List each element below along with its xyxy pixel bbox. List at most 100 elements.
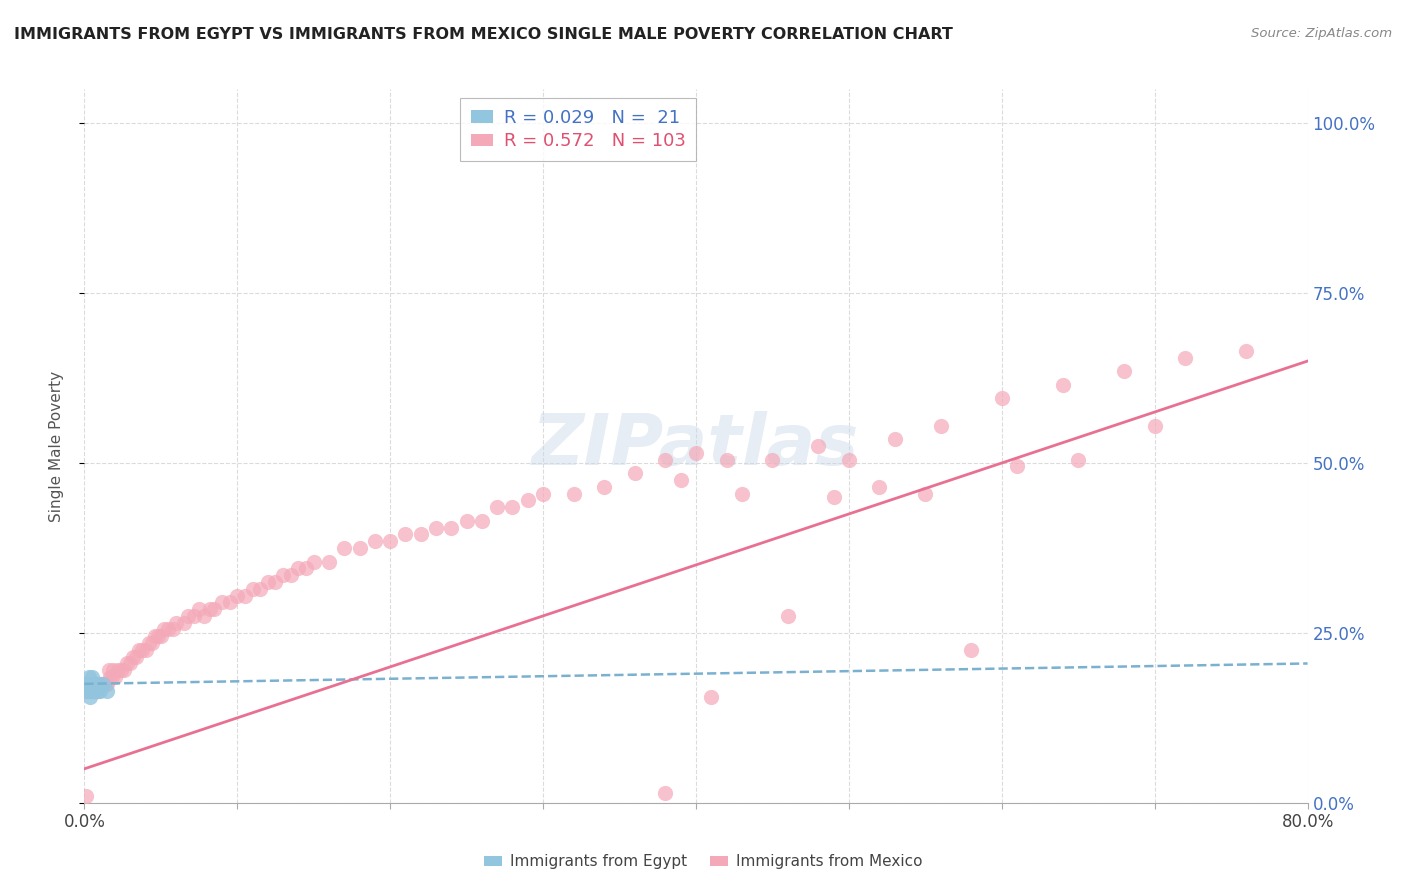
Point bbox=[138, 636, 160, 650]
Point bbox=[226, 589, 249, 603]
Point bbox=[486, 500, 509, 515]
Point bbox=[97, 663, 120, 677]
Point bbox=[960, 643, 983, 657]
Point bbox=[883, 432, 905, 446]
Point bbox=[107, 663, 129, 677]
Point bbox=[90, 677, 112, 691]
Point bbox=[75, 677, 97, 691]
Point bbox=[87, 683, 110, 698]
Point bbox=[440, 520, 463, 534]
Point bbox=[257, 574, 280, 589]
Point bbox=[211, 595, 233, 609]
Point bbox=[80, 677, 103, 691]
Point bbox=[349, 541, 371, 555]
Point bbox=[76, 683, 98, 698]
Point bbox=[456, 514, 478, 528]
Point bbox=[87, 677, 110, 691]
Point bbox=[776, 608, 799, 623]
Point bbox=[89, 683, 111, 698]
Point bbox=[394, 527, 416, 541]
Point bbox=[302, 555, 325, 569]
Point bbox=[409, 527, 432, 541]
Point bbox=[86, 677, 108, 691]
Point bbox=[173, 615, 195, 630]
Point bbox=[318, 555, 340, 569]
Point bbox=[991, 392, 1014, 406]
Point bbox=[128, 643, 150, 657]
Point bbox=[202, 602, 225, 616]
Point bbox=[471, 514, 494, 528]
Point bbox=[838, 452, 860, 467]
Point bbox=[75, 683, 97, 698]
Point bbox=[143, 629, 166, 643]
Text: IMMIGRANTS FROM EGYPT VS IMMIGRANTS FROM MEXICO SINGLE MALE POVERTY CORRELATION : IMMIGRANTS FROM EGYPT VS IMMIGRANTS FROM… bbox=[14, 27, 953, 42]
Point bbox=[83, 683, 105, 698]
Point bbox=[93, 677, 115, 691]
Point bbox=[162, 623, 184, 637]
Point bbox=[685, 446, 707, 460]
Point bbox=[295, 561, 318, 575]
Point bbox=[77, 683, 100, 698]
Point bbox=[84, 683, 107, 698]
Point bbox=[80, 683, 103, 698]
Point bbox=[96, 677, 118, 691]
Point bbox=[1052, 377, 1074, 392]
Point bbox=[869, 480, 891, 494]
Point bbox=[280, 568, 302, 582]
Point bbox=[115, 657, 138, 671]
Point bbox=[425, 520, 447, 534]
Point bbox=[98, 670, 121, 684]
Point bbox=[914, 486, 936, 500]
Point bbox=[141, 636, 163, 650]
Point bbox=[135, 643, 157, 657]
Point bbox=[761, 452, 783, 467]
Point bbox=[96, 683, 118, 698]
Point bbox=[654, 786, 676, 800]
Point bbox=[110, 663, 132, 677]
Point bbox=[84, 683, 107, 698]
Point bbox=[333, 541, 356, 555]
Legend: Immigrants from Egypt, Immigrants from Mexico: Immigrants from Egypt, Immigrants from M… bbox=[478, 848, 928, 875]
Text: Source: ZipAtlas.com: Source: ZipAtlas.com bbox=[1251, 27, 1392, 40]
Point bbox=[79, 690, 101, 705]
Point bbox=[807, 439, 830, 453]
Text: ZIPatlas: ZIPatlas bbox=[533, 411, 859, 481]
Point bbox=[1236, 343, 1258, 358]
Point bbox=[131, 643, 153, 657]
Point bbox=[80, 683, 103, 698]
Point bbox=[165, 615, 187, 630]
Point bbox=[1005, 459, 1028, 474]
Point bbox=[1114, 364, 1136, 378]
Point bbox=[80, 683, 103, 698]
Point bbox=[153, 623, 176, 637]
Point bbox=[654, 452, 676, 467]
Point bbox=[79, 683, 101, 698]
Point bbox=[242, 582, 264, 596]
Point bbox=[103, 663, 125, 677]
Point bbox=[86, 683, 108, 698]
Point bbox=[104, 670, 127, 684]
Point bbox=[731, 486, 754, 500]
Legend: R = 0.029   N =  21, R = 0.572   N = 103: R = 0.029 N = 21, R = 0.572 N = 103 bbox=[460, 98, 696, 161]
Point bbox=[233, 589, 256, 603]
Point bbox=[83, 677, 105, 691]
Point bbox=[149, 629, 172, 643]
Point bbox=[86, 683, 108, 698]
Point bbox=[101, 670, 124, 684]
Point bbox=[364, 534, 387, 549]
Point bbox=[193, 608, 215, 623]
Point bbox=[177, 608, 200, 623]
Point bbox=[249, 582, 271, 596]
Point bbox=[146, 629, 169, 643]
Point bbox=[531, 486, 554, 500]
Point bbox=[502, 500, 524, 515]
Point bbox=[716, 452, 738, 467]
Point bbox=[112, 663, 135, 677]
Point bbox=[94, 677, 117, 691]
Point bbox=[1174, 351, 1197, 365]
Point bbox=[80, 670, 103, 684]
Point bbox=[79, 683, 101, 698]
Point bbox=[125, 649, 148, 664]
Point bbox=[287, 561, 309, 575]
Point bbox=[91, 677, 114, 691]
